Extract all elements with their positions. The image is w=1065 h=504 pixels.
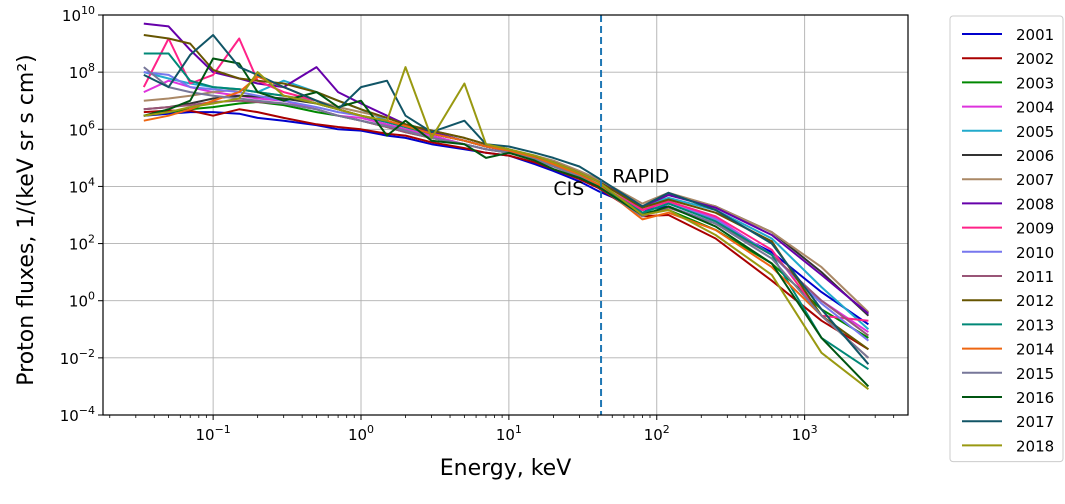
- legend-label: 2011: [1016, 268, 1054, 286]
- legend-label: 2004: [1016, 99, 1054, 117]
- series-line-2003: [143, 101, 869, 339]
- legend-label: 2009: [1016, 220, 1054, 238]
- series-line-2004: [143, 79, 869, 333]
- y-tick-label: 10−2: [60, 347, 95, 368]
- legend: 2001 2002 2003 2004 2005 2006 2007 2008 2009 2010…: [949, 15, 1064, 463]
- x-tick-label: 103: [792, 423, 818, 444]
- legend-label: 2006: [1016, 147, 1054, 165]
- annotation-rapid: RAPID: [612, 165, 669, 187]
- series-line-2018: [143, 66, 870, 390]
- series-line-2001: [143, 111, 869, 326]
- legend-label: 2008: [1016, 195, 1054, 213]
- series-line-2016: [143, 57, 870, 388]
- x-axis-label: Energy, keV: [440, 456, 572, 481]
- series-line-2014: [143, 75, 870, 359]
- axis-ticks: 10−1 100 101 102 103 10−4 10−2 100 102 104 106 108 1…: [60, 4, 895, 444]
- y-tick-label: 102: [69, 233, 95, 254]
- y-tick-label: 106: [69, 118, 95, 139]
- y-tick-label: 104: [69, 175, 95, 196]
- annotation-cis: CIS: [553, 178, 584, 200]
- legend-label: 2002: [1016, 50, 1054, 68]
- legend-label: 2007: [1016, 171, 1054, 189]
- series-line-2017: [143, 34, 870, 365]
- plot-frame: [102, 14, 909, 416]
- legend-box: [949, 15, 1064, 463]
- series-lines: [142, 22, 870, 390]
- y-tick-label: 108: [69, 61, 95, 82]
- x-tick-label: 102: [644, 423, 670, 444]
- x-tick-label: 100: [348, 423, 374, 444]
- series-line-2006: [143, 94, 870, 317]
- series-line-2002: [143, 108, 869, 351]
- x-tick-label: 10−1: [195, 423, 230, 444]
- y-tick-label: 10−4: [60, 404, 95, 425]
- legend-label: 2001: [1016, 26, 1054, 44]
- legend-label: 2015: [1016, 365, 1054, 383]
- series-line-2007: [143, 88, 870, 313]
- legend-label: 2014: [1016, 341, 1054, 359]
- series-line-2012: [143, 34, 869, 351]
- legend-label: 2017: [1016, 413, 1054, 431]
- legend-label: 2003: [1016, 74, 1054, 92]
- legend-label: 2016: [1016, 389, 1054, 407]
- annotations: CIS RAPID: [553, 165, 669, 200]
- y-axis-label: Proton fluxes, 1/(keV sr s cm²): [14, 54, 39, 385]
- legend-label: 2012: [1016, 292, 1054, 310]
- legend-label: 2010: [1016, 244, 1054, 262]
- x-tick-label: 101: [496, 423, 522, 444]
- y-tick-label: 1010: [62, 4, 95, 25]
- legend-label: 2013: [1016, 316, 1054, 334]
- legend-label: 2005: [1016, 123, 1054, 141]
- legend-label: 2018: [1016, 437, 1054, 455]
- y-tick-label: 100: [69, 290, 95, 311]
